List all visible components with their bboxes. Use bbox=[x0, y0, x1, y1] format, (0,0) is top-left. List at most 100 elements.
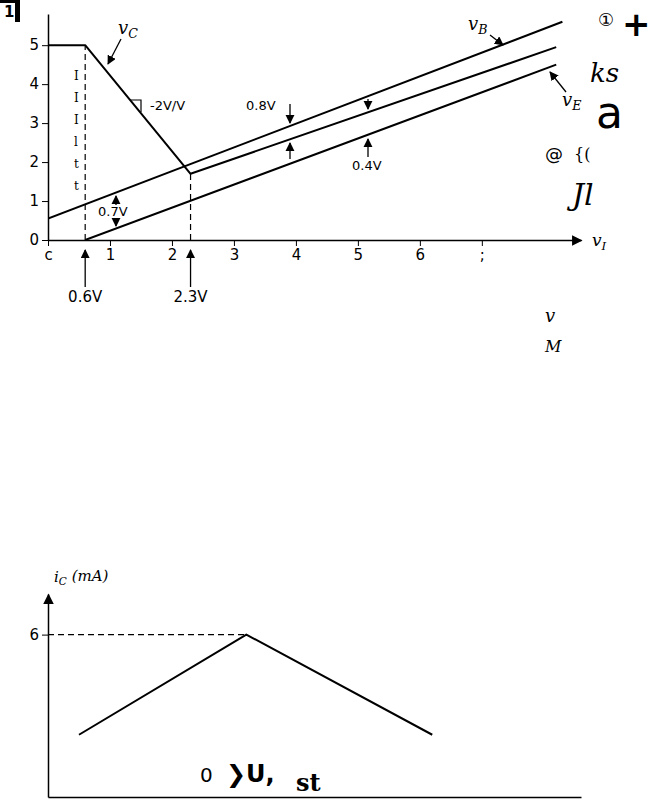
x-tick: 5 bbox=[354, 240, 364, 264]
pointer-arrow bbox=[367, 139, 368, 157]
series-label: vE bbox=[562, 89, 581, 113]
pointer-arrow bbox=[108, 39, 121, 64]
y-tick-mark bbox=[42, 45, 48, 46]
y-tick-label: 1 bbox=[29, 192, 39, 210]
panel-label: 1 bbox=[4, 3, 14, 21]
y-axis: 6 bbox=[29, 595, 48, 798]
pointer-arrow bbox=[115, 196, 116, 205]
pointer-arrow bbox=[85, 250, 86, 287]
text-layer: 0 ❯U, st bbox=[200, 760, 321, 797]
series-label: vB bbox=[468, 13, 487, 37]
x-tick-label: ; bbox=[480, 246, 485, 264]
y-axis-line bbox=[48, 15, 50, 241]
pointer-arrow bbox=[115, 219, 116, 226]
annotation: ❯U, bbox=[226, 760, 275, 788]
x-axis-line bbox=[49, 240, 582, 242]
y-tick: 1 bbox=[29, 192, 48, 210]
annotation-char: t bbox=[74, 157, 79, 171]
y-tick-mark bbox=[42, 123, 48, 124]
pointer-arrow bbox=[550, 72, 566, 92]
label-part: v bbox=[562, 89, 572, 110]
side-text: {( bbox=[574, 145, 590, 164]
label-part: (mA) bbox=[67, 567, 109, 585]
x-axis bbox=[49, 797, 582, 798]
panel: 6 iC (mA) 0 ❯U, st bbox=[29, 567, 581, 798]
pointer-arrow bbox=[289, 104, 290, 123]
drop-line bbox=[190, 174, 191, 240]
chart-svg: c123456;012345vI10.6V2.3VvBvCvE0.7V0.8V0… bbox=[0, 0, 654, 803]
series-line bbox=[79, 635, 432, 735]
x-tick-label: 3 bbox=[230, 246, 240, 264]
annotation: st bbox=[296, 768, 321, 797]
text-layer: 0.6V2.3VvBvCvE0.7V0.8V0.4V-2V/VIIIltt①+k… bbox=[68, 4, 650, 356]
x-tick: 2 bbox=[168, 240, 178, 264]
series-line bbox=[85, 65, 556, 240]
annotation: IIIltt bbox=[74, 69, 79, 193]
y-axis-title: iC (mA) bbox=[54, 567, 109, 588]
y-tick-mark bbox=[42, 162, 48, 163]
x-tick-label: 4 bbox=[292, 246, 302, 264]
annotation: 0.8V bbox=[246, 98, 276, 113]
label-subscript: E bbox=[571, 98, 581, 113]
series-label: vC bbox=[118, 17, 138, 41]
y-tick-label: 5 bbox=[29, 36, 39, 54]
guide-line bbox=[48, 634, 246, 635]
x-tick-label: 6 bbox=[416, 246, 426, 264]
annotation-char: t bbox=[74, 179, 79, 193]
annotation-char: I bbox=[74, 91, 79, 105]
series-line bbox=[48, 22, 562, 219]
x-tick-label: 1 bbox=[106, 246, 116, 264]
y-tick-mark bbox=[42, 635, 48, 636]
reference-label: 0.6V bbox=[68, 288, 103, 306]
label-subscript: B bbox=[477, 22, 487, 37]
annotation-char: I bbox=[74, 113, 79, 127]
y-tick: 4 bbox=[29, 75, 48, 93]
side-text: ks bbox=[590, 58, 619, 88]
label-part: v bbox=[118, 17, 128, 38]
pointer-arrow bbox=[490, 35, 503, 45]
side-text: a bbox=[596, 87, 623, 138]
y-tick-label: 4 bbox=[29, 75, 39, 93]
x-tick-label: 2 bbox=[168, 246, 178, 264]
y-tick-label: 2 bbox=[29, 153, 39, 171]
y-tick-label: 6 bbox=[29, 626, 39, 644]
label-subscript: I bbox=[601, 239, 607, 253]
side-text: + bbox=[622, 4, 651, 44]
plot-area bbox=[48, 22, 562, 240]
annotation-char: l bbox=[74, 135, 78, 149]
y-tick-label: 3 bbox=[29, 114, 39, 132]
side-text: ① bbox=[598, 9, 614, 30]
series-line bbox=[48, 45, 556, 174]
x-tick: 4 bbox=[292, 240, 302, 264]
y-tick: 3 bbox=[29, 114, 48, 132]
plot-area bbox=[48, 635, 432, 735]
side-text: v bbox=[545, 305, 555, 326]
y-axis: 0 1 2 3 4 5 bbox=[29, 15, 48, 250]
label-subscript: C bbox=[59, 575, 67, 587]
side-text: @ bbox=[545, 143, 563, 164]
annotation: 0.4V bbox=[352, 158, 382, 173]
x-tick-label: c bbox=[44, 246, 52, 264]
reference-label: 2.3V bbox=[173, 288, 208, 306]
y-tick-mark bbox=[42, 240, 48, 241]
y-tick: 6 bbox=[29, 626, 48, 644]
y-tick-label: 0 bbox=[29, 231, 39, 249]
panel: c123456;012345vI10.6V2.3VvBvCvE0.7V0.8V0… bbox=[0, 0, 651, 356]
slope-triangle bbox=[130, 100, 141, 112]
y-tick-mark bbox=[42, 201, 48, 202]
pointer-arrow bbox=[190, 250, 191, 287]
y-tick-mark bbox=[42, 84, 48, 85]
annotation: 0 bbox=[200, 763, 213, 787]
x-axis: c 1 2 3 4 5 6; bbox=[44, 240, 581, 264]
x-tick: c bbox=[44, 240, 52, 264]
x-tick: 3 bbox=[230, 240, 240, 264]
x-tick: 1 bbox=[106, 240, 116, 264]
y-tick: 2 bbox=[29, 153, 48, 171]
drop-line bbox=[85, 45, 86, 240]
y-tick: 0 bbox=[29, 231, 48, 249]
panel-label-bar bbox=[15, 0, 20, 22]
annotation-char: I bbox=[74, 69, 79, 83]
label-part: v bbox=[592, 230, 602, 250]
x-tick: ; bbox=[480, 240, 485, 264]
pointer-arrow bbox=[367, 99, 368, 109]
